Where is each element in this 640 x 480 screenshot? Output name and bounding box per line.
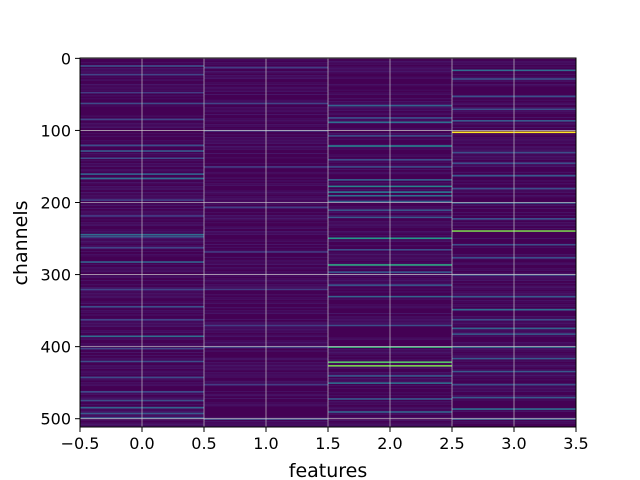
x-tick-label: 0.0 — [129, 434, 154, 453]
y-tick-label: 400 — [40, 338, 71, 357]
y-tick-label: 100 — [40, 121, 71, 140]
x-tick-label: 3.5 — [563, 434, 588, 453]
y-tick-label: 200 — [40, 194, 71, 213]
x-tick-label: 2.0 — [377, 434, 402, 453]
x-tick-label: 2.5 — [439, 434, 464, 453]
x-tick-label: −0.5 — [61, 434, 100, 453]
axis-ticks: −0.5 0.0 0.5 1.0 1.5 2.0 2.5 3.0 3.5 0 100 200 300 40… — [40, 49, 588, 453]
y-tick-label: 500 — [40, 410, 71, 429]
y-tick-label: 0 — [61, 49, 71, 68]
x-tick-label: 0.5 — [191, 434, 216, 453]
y-axis-label: channels — [10, 200, 32, 285]
x-tick-label: 3.0 — [501, 434, 526, 453]
x-tick-label: 1.5 — [315, 434, 340, 453]
x-tick-label: 1.0 — [253, 434, 278, 453]
y-tick-label: 300 — [40, 266, 71, 285]
x-axis-label: features — [289, 460, 368, 480]
